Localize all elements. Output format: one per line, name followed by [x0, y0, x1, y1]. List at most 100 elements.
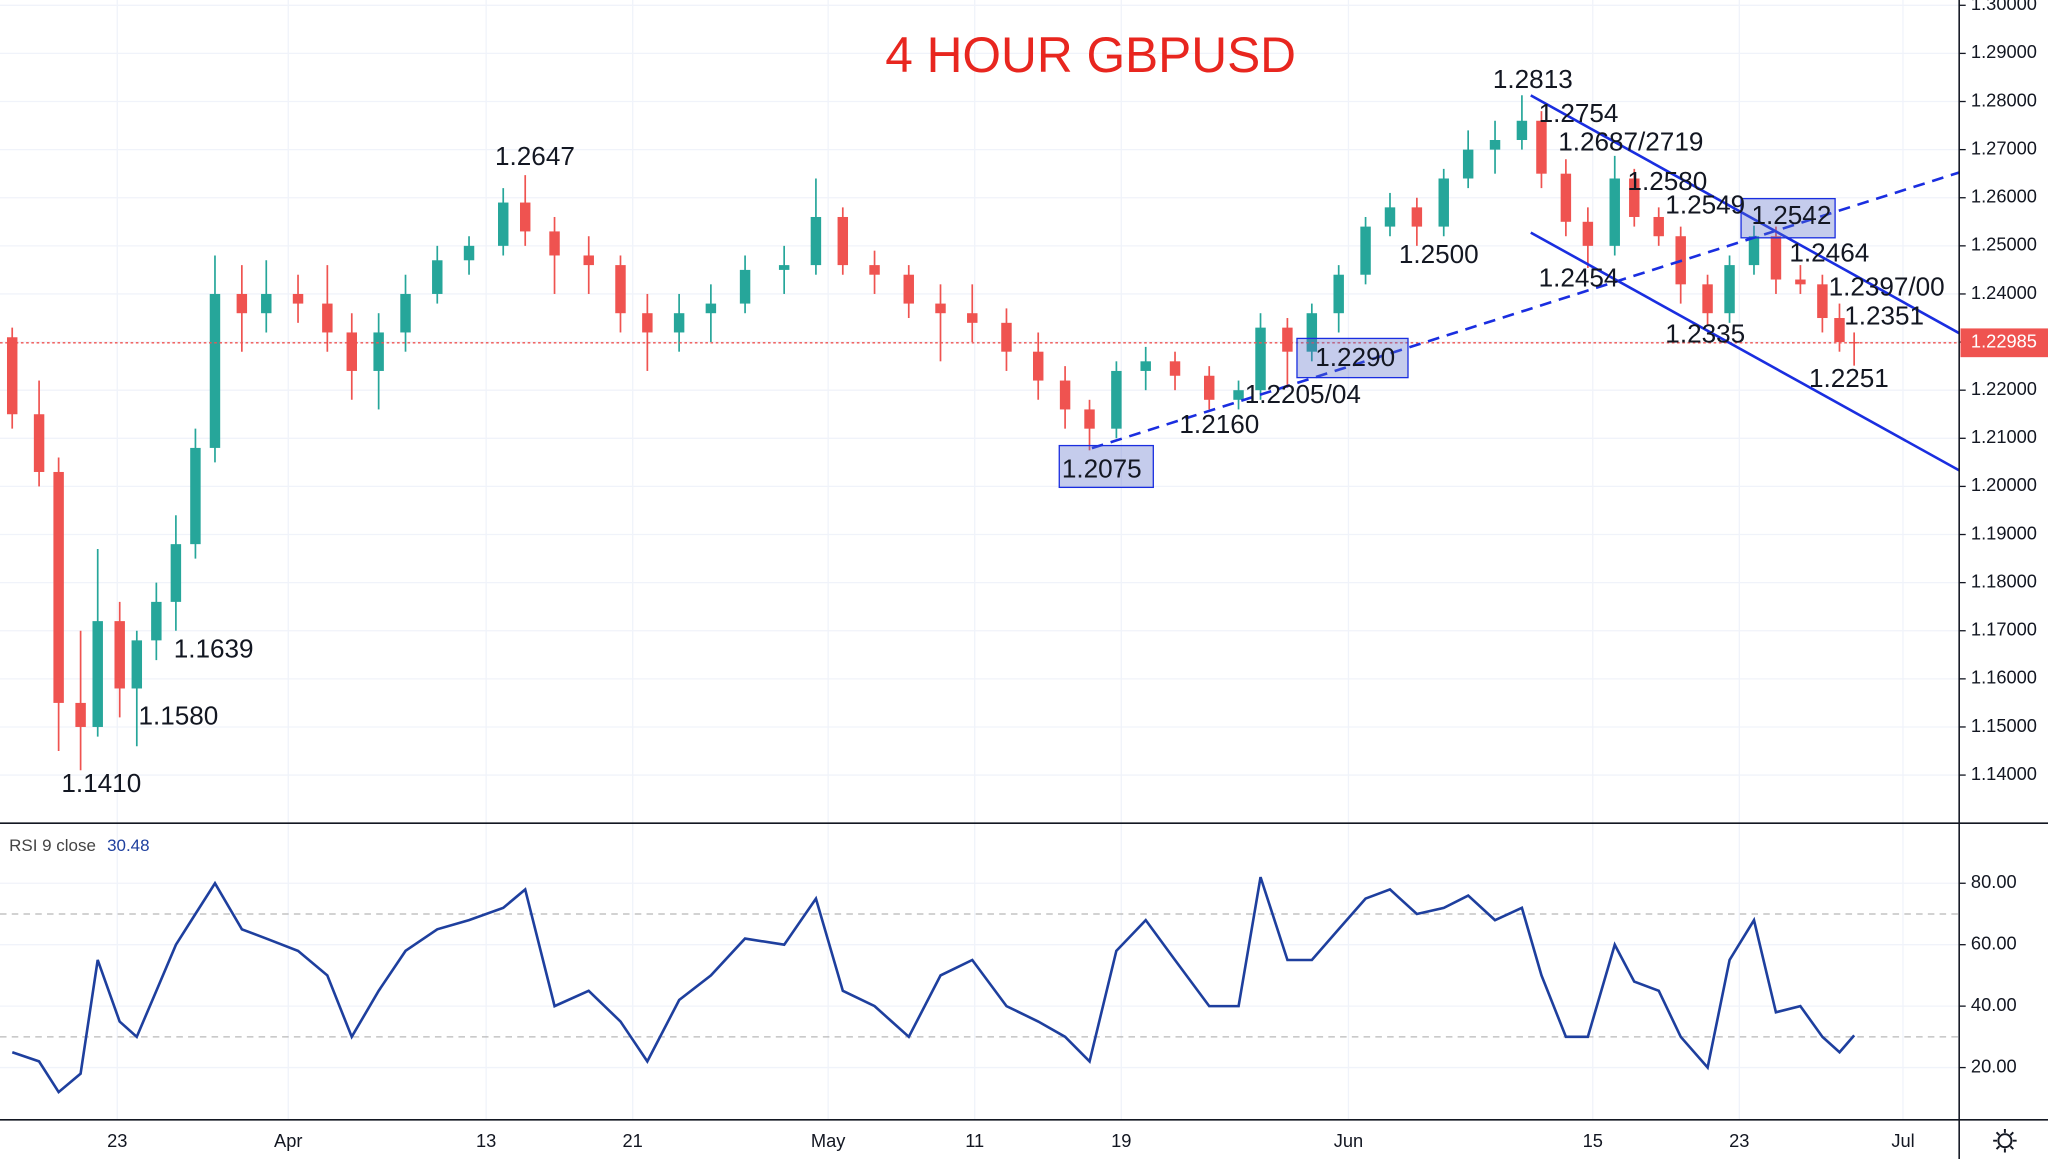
box [1740, 197, 1836, 239]
annotation: 1.2580 [1627, 166, 1707, 196]
annotation: 1.2549 [1665, 189, 1745, 219]
y-tick-label: 1.24000 [1971, 282, 2037, 303]
x-tick-label: Jul [1891, 1130, 1914, 1151]
box [1058, 444, 1154, 489]
y-tick-label: 40.00 [1971, 994, 2017, 1015]
candle-body [642, 313, 653, 333]
x-tick-label: 23 [1729, 1130, 1749, 1151]
candle-body [1203, 375, 1215, 400]
candle-body [1724, 265, 1735, 314]
annotation: 1.2290 [1315, 342, 1395, 372]
candle-body [1438, 178, 1449, 227]
candle-body [190, 447, 201, 545]
candle-body [1111, 370, 1122, 429]
candle-body [615, 265, 626, 314]
annotation: 1.2687/2719 [1558, 127, 1703, 157]
candle-body [498, 202, 509, 246]
candle-body [778, 265, 790, 270]
marks [0, 95, 1960, 1095]
candle-body [837, 216, 849, 266]
annotation: 1.2251 [1809, 363, 1889, 393]
y-tick-label: 1.27000 [1971, 137, 2037, 158]
y-tick-label: 1.25000 [1971, 234, 2037, 255]
candle-body [1817, 284, 1828, 319]
candle-body [131, 640, 143, 689]
candle-body [463, 245, 475, 261]
annotation: 1.2205/04 [1245, 379, 1361, 409]
channel-line [1530, 94, 1960, 335]
candle-body [1462, 149, 1474, 179]
y-tick-label: 1.19000 [1971, 522, 2037, 543]
rsi-title: RSI 9 close [9, 836, 96, 855]
candle-body [1333, 274, 1344, 314]
candle-body [810, 216, 822, 266]
y-tick-label: 20.00 [1971, 1055, 2017, 1076]
candle-body [373, 332, 384, 371]
candle-body [261, 293, 272, 314]
candle-body [53, 471, 64, 703]
candle-body [151, 601, 162, 641]
annotation: 1.1410 [61, 768, 141, 798]
x-tick-label: Apr [274, 1130, 302, 1151]
candle-body [869, 265, 880, 275]
annotation: 1.1580 [138, 700, 218, 730]
x-tick-label: 19 [1111, 1130, 1131, 1151]
trend-line [1091, 171, 1960, 450]
candle-body [432, 260, 443, 294]
y-tick-label: 1.15000 [1971, 715, 2037, 736]
candle-body [1084, 409, 1095, 429]
y-tick-label: 1.20000 [1971, 474, 2037, 495]
x-tick-label: 11 [965, 1130, 984, 1151]
y-tick-label: 80.00 [1971, 871, 2017, 892]
annotation: 1.2397/00 [1829, 272, 1945, 302]
candle-body [1169, 361, 1181, 376]
y-tick-label: 1.16000 [1971, 667, 2037, 688]
candle-body [583, 255, 594, 266]
candle-body [33, 414, 45, 472]
x-tick-label: 23 [107, 1130, 127, 1151]
last-price-tag [1960, 328, 2048, 358]
annotation: 1.1639 [174, 634, 254, 664]
rsi-value: 30.48 [107, 836, 149, 855]
candle-body [1233, 390, 1244, 400]
candle-body [1140, 361, 1151, 371]
candle-body [1001, 322, 1012, 352]
candle-body [346, 332, 357, 371]
x-tick-label: 15 [1583, 1130, 1603, 1151]
candle-body [1489, 140, 1501, 150]
candle-body [292, 293, 304, 304]
y-tick-label: 1.21000 [1971, 426, 2037, 447]
annotation: 1.2754 [1539, 98, 1619, 128]
annotation: 1.2813 [1493, 64, 1573, 94]
candle-body [1059, 380, 1071, 410]
y-tick-label: 1.14000 [1971, 763, 2037, 784]
candle-body [322, 303, 333, 333]
candle-body [1848, 342, 1860, 344]
candle-body [1360, 226, 1371, 275]
annotation: 1.2335 [1665, 319, 1745, 349]
annotation: 1.2542 [1752, 200, 1832, 230]
y-tick-label: 1.30000 [1971, 0, 2037, 14]
candle-body [903, 274, 914, 304]
annotation: 1.2075 [1062, 453, 1142, 483]
candle-body [400, 293, 411, 333]
grid [0, 0, 1960, 1120]
settings-icon[interactable] [1993, 1128, 2017, 1153]
candle-body [1282, 327, 1293, 352]
candle-body [1609, 178, 1620, 246]
y-tick-label: 1.22000 [1971, 378, 2037, 399]
candle-body [1032, 351, 1044, 381]
candle-body [1536, 120, 1547, 174]
candle-body [1748, 236, 1760, 266]
y-tick-label: 1.28000 [1971, 89, 2037, 110]
candle-body [935, 303, 946, 314]
candle-body [1384, 207, 1396, 227]
candle-body [1653, 216, 1664, 237]
annotations: 1.28131.27541.2687/27191.26471.25801.254… [61, 64, 1944, 798]
candle-body [1411, 207, 1423, 227]
candle-body [1516, 120, 1528, 141]
candle-body [519, 202, 531, 232]
x-tick-label: 21 [623, 1130, 643, 1151]
